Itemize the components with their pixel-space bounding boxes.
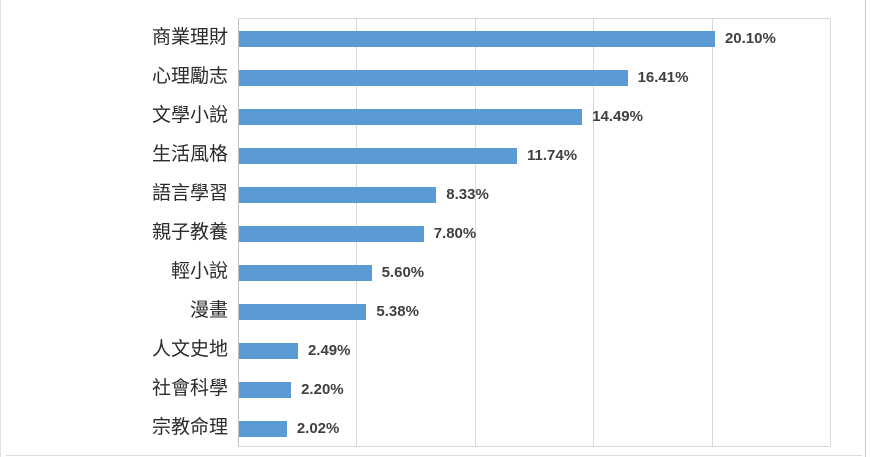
value-label: 2.02% [296,420,340,437]
category-label: 宗教命理 [151,416,228,438]
x-gridline [593,19,595,446]
category-label: 漫畫 [189,299,228,321]
category-label: 社會科學 [151,377,228,399]
plot-area: 20.10% 16.41% 14.49% 11.74% 8.33% 7.80% 5.60% 5… [238,18,831,447]
bar [239,225,424,242]
category-label: 輕小說 [170,260,228,282]
screenshot-left-edge-line [0,0,1,457]
value-label: 11.74% [527,147,578,164]
x-gridline [711,19,713,446]
bar [239,303,367,320]
value-label: 14.49% [592,108,643,125]
category-label: 心理勵志 [151,65,228,87]
value-label: 5.38% [376,303,419,320]
bar [239,186,437,203]
bar [239,342,298,359]
bar [239,381,292,398]
bar [239,30,715,47]
screenshot-right-edge-line [865,0,866,457]
bar [239,108,583,125]
y-axis-line [238,19,239,446]
value-label: 2.49% [307,342,351,359]
x-gridline [830,19,831,446]
value-label: 20.10% [724,30,776,47]
value-label: 5.60% [381,264,425,281]
category-label: 文學小說 [151,104,228,126]
value-label: 2.20% [301,381,344,398]
value-label: 16.41% [637,69,689,86]
category-axis: 商業理財心理勵志文學小說生活風格語言學習親子教養輕小說漫畫人文史地社會科學宗教命… [0,0,228,457]
category-label: 語言學習 [151,182,228,204]
category-label: 親子教養 [151,221,228,243]
bar [239,420,287,437]
bar [239,264,372,281]
category-label: 商業理財 [151,26,228,48]
value-label: 8.33% [446,186,489,203]
x-gridline [474,19,476,446]
bar [239,147,517,164]
screenshot-bottom-edge-line [6,455,862,456]
value-label: 7.80% [433,225,477,242]
category-label: 人文史地 [151,338,228,360]
category-label: 生活風格 [151,143,228,165]
bar [239,69,628,86]
